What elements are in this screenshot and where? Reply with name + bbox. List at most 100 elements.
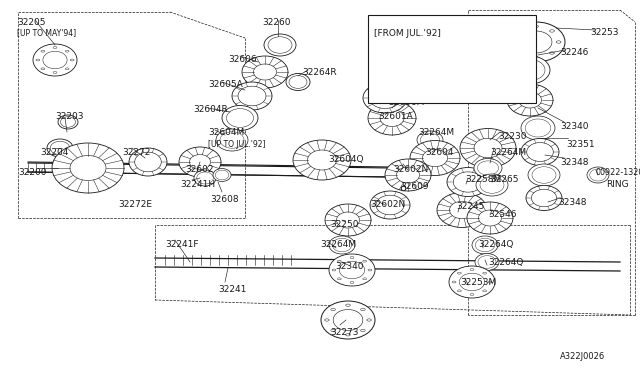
Ellipse shape (452, 46, 484, 68)
Text: 32609: 32609 (400, 182, 429, 191)
Ellipse shape (331, 329, 335, 331)
Ellipse shape (41, 68, 45, 70)
Ellipse shape (134, 152, 161, 172)
Text: [UP TO MAY'94]: [UP TO MAY'94] (17, 28, 76, 37)
Ellipse shape (447, 167, 489, 196)
Text: 32265: 32265 (490, 175, 518, 184)
Ellipse shape (337, 278, 341, 280)
Text: 32606: 32606 (228, 55, 257, 64)
Ellipse shape (521, 138, 559, 166)
Ellipse shape (368, 101, 416, 135)
Text: [FROM JUL.'92]: [FROM JUL.'92] (374, 29, 441, 38)
Ellipse shape (363, 83, 407, 113)
Ellipse shape (307, 150, 337, 170)
Ellipse shape (478, 256, 496, 268)
Ellipse shape (65, 68, 69, 70)
Ellipse shape (346, 304, 350, 306)
Ellipse shape (525, 119, 551, 137)
Ellipse shape (470, 294, 474, 295)
Text: 32602N: 32602N (393, 165, 428, 174)
Ellipse shape (449, 266, 495, 298)
Ellipse shape (47, 139, 73, 157)
Ellipse shape (534, 25, 538, 28)
Text: 32604Q: 32604Q (328, 155, 364, 164)
Ellipse shape (556, 41, 561, 43)
Ellipse shape (333, 310, 363, 330)
Ellipse shape (58, 115, 78, 129)
Ellipse shape (367, 319, 371, 321)
Ellipse shape (370, 191, 410, 219)
Text: 32205: 32205 (17, 18, 45, 27)
Text: 32272E: 32272E (118, 200, 152, 209)
Text: 32258M: 32258M (465, 175, 501, 184)
Ellipse shape (194, 170, 216, 186)
Ellipse shape (427, 66, 431, 68)
Ellipse shape (216, 129, 248, 151)
Ellipse shape (475, 253, 499, 270)
Ellipse shape (70, 59, 74, 61)
Ellipse shape (532, 167, 556, 183)
Ellipse shape (550, 30, 554, 32)
Text: 32348: 32348 (558, 198, 586, 207)
Ellipse shape (332, 269, 336, 271)
Ellipse shape (389, 39, 441, 75)
Ellipse shape (511, 41, 516, 43)
Ellipse shape (399, 46, 403, 48)
Text: 32253: 32253 (590, 28, 618, 37)
Ellipse shape (220, 132, 244, 148)
Ellipse shape (534, 57, 538, 59)
Ellipse shape (467, 202, 513, 234)
Text: 00922-13200: 00922-13200 (596, 168, 640, 177)
Ellipse shape (518, 92, 541, 108)
Ellipse shape (289, 76, 307, 89)
Ellipse shape (331, 308, 335, 311)
Ellipse shape (483, 272, 486, 274)
Text: 32200: 32200 (18, 168, 47, 177)
Ellipse shape (587, 167, 609, 183)
Ellipse shape (189, 154, 211, 170)
Text: 32605A: 32605A (208, 80, 243, 89)
Ellipse shape (526, 186, 562, 211)
Ellipse shape (227, 109, 253, 127)
Ellipse shape (346, 334, 350, 336)
Text: 32241H: 32241H (180, 180, 215, 189)
Ellipse shape (385, 159, 431, 191)
Ellipse shape (397, 167, 419, 183)
Text: 32608: 32608 (210, 195, 239, 204)
Ellipse shape (286, 74, 310, 90)
Text: 32264M: 32264M (418, 128, 454, 137)
Text: 32601A: 32601A (378, 112, 413, 121)
Ellipse shape (550, 52, 554, 54)
Ellipse shape (43, 51, 67, 69)
Ellipse shape (449, 201, 474, 219)
Ellipse shape (70, 155, 106, 180)
Ellipse shape (413, 42, 417, 44)
Ellipse shape (488, 281, 492, 283)
Ellipse shape (232, 82, 272, 110)
Ellipse shape (363, 260, 367, 262)
Ellipse shape (332, 238, 352, 252)
Ellipse shape (392, 56, 397, 58)
Text: 32606M: 32606M (388, 98, 424, 107)
Ellipse shape (458, 272, 461, 274)
Ellipse shape (61, 117, 76, 127)
Ellipse shape (460, 128, 516, 167)
Text: 32230: 32230 (498, 132, 527, 141)
Ellipse shape (417, 131, 443, 149)
Text: 32264Q: 32264Q (488, 258, 524, 267)
Ellipse shape (427, 46, 431, 48)
Ellipse shape (253, 64, 276, 80)
Text: 32340: 32340 (335, 262, 364, 271)
Ellipse shape (413, 70, 417, 72)
Ellipse shape (521, 116, 555, 140)
Ellipse shape (456, 49, 480, 65)
Ellipse shape (477, 161, 499, 175)
Ellipse shape (370, 87, 401, 109)
Ellipse shape (507, 22, 565, 62)
Ellipse shape (422, 149, 447, 167)
Ellipse shape (589, 169, 606, 181)
Ellipse shape (337, 212, 360, 228)
Text: 32273: 32273 (330, 328, 358, 337)
Text: 32264Q: 32264Q (478, 240, 513, 249)
Ellipse shape (264, 34, 296, 56)
